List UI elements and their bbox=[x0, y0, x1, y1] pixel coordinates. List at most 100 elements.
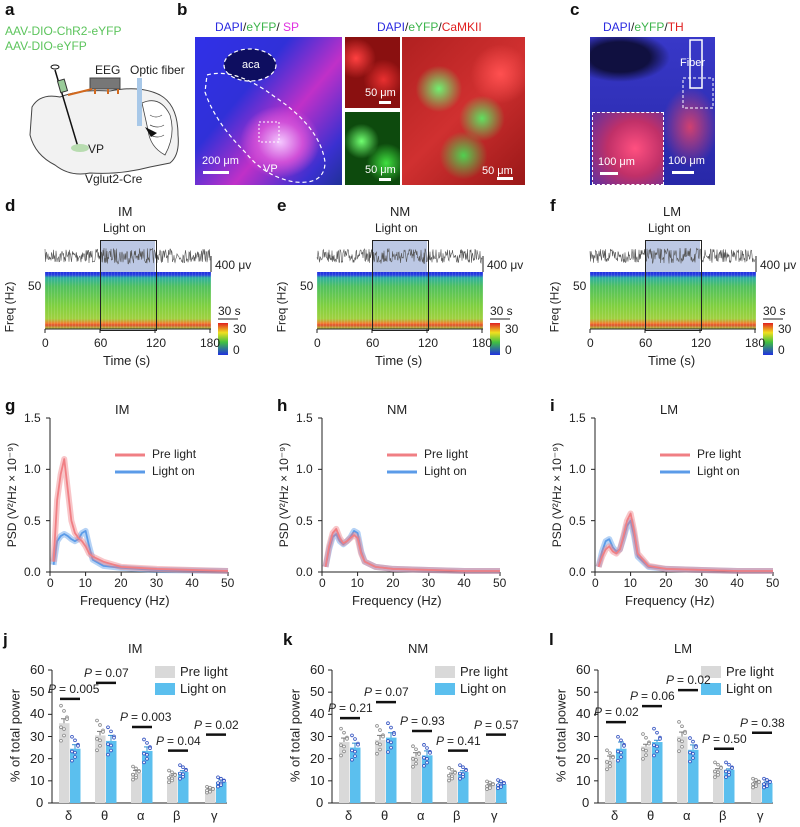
data-point bbox=[622, 744, 626, 748]
y-tick-label: 40 bbox=[310, 706, 325, 722]
category-label: β bbox=[173, 808, 181, 823]
p-value: = 0.02 bbox=[605, 705, 639, 720]
data-point bbox=[142, 737, 146, 742]
data-point bbox=[219, 776, 223, 781]
p-value-label: P = 0.41 bbox=[436, 734, 481, 748]
chart-title: IM bbox=[115, 402, 130, 417]
mouse-line-label: Vglut2-Cre bbox=[85, 172, 143, 186]
bar-light-on bbox=[616, 748, 627, 803]
p-value: = 0.50 bbox=[713, 731, 747, 746]
data-point bbox=[658, 737, 662, 741]
data-point bbox=[70, 749, 74, 754]
scale-bar bbox=[672, 171, 694, 174]
data-point bbox=[677, 720, 681, 724]
p-value-label: P = 0.003 bbox=[120, 710, 171, 724]
p-value-label: P = 0.07 bbox=[364, 685, 409, 699]
bar-light-on bbox=[70, 748, 81, 803]
colorbar bbox=[490, 323, 500, 355]
colorbar bbox=[218, 323, 228, 355]
bar-pre-light bbox=[339, 742, 350, 803]
p-value: = 0.005 bbox=[59, 681, 100, 696]
data-point bbox=[216, 775, 220, 780]
p-value: = 0.07 bbox=[375, 685, 409, 700]
data-point bbox=[339, 726, 343, 731]
p-symbol: P bbox=[194, 717, 203, 732]
data-point bbox=[170, 778, 174, 783]
data-point bbox=[417, 752, 421, 756]
data-point bbox=[608, 751, 612, 755]
data-point bbox=[691, 756, 695, 760]
panel-label-h: h bbox=[277, 396, 288, 415]
time-scale-label: 30 s bbox=[218, 304, 241, 318]
p-value-label: P = 0.93 bbox=[400, 714, 445, 728]
spectrogram bbox=[45, 272, 211, 329]
data-point bbox=[181, 774, 185, 779]
y-tick-label: 30 bbox=[30, 728, 45, 744]
eeg-trace bbox=[316, 240, 483, 272]
voltage-scale-label: 400 μv bbox=[215, 258, 252, 272]
y-tick-label: 60 bbox=[310, 662, 325, 677]
y-tick-label: 1.5 bbox=[569, 411, 586, 425]
time-axis-label: Time (s) bbox=[103, 353, 151, 368]
data-point bbox=[109, 748, 113, 753]
y-tick-label: 20 bbox=[310, 750, 325, 766]
data-point bbox=[422, 764, 426, 768]
time-tick-label: 60 bbox=[366, 336, 380, 350]
data-point bbox=[499, 779, 503, 784]
data-point bbox=[167, 775, 171, 780]
slash: / bbox=[405, 20, 409, 34]
y-tick-label: 1.5 bbox=[296, 411, 313, 425]
data-point bbox=[142, 760, 146, 765]
data-point bbox=[109, 729, 113, 734]
time-tick-label: 120 bbox=[146, 336, 167, 350]
data-point bbox=[208, 789, 212, 794]
data-point bbox=[491, 782, 495, 787]
panel-label-e: e bbox=[277, 196, 287, 215]
data-point bbox=[386, 739, 390, 743]
bar-light-on bbox=[216, 781, 227, 803]
p-value-label: P = 0.21 bbox=[328, 701, 373, 715]
optic-fiber-label: Optic fiber bbox=[130, 63, 185, 77]
data-point bbox=[458, 771, 462, 776]
data-point bbox=[389, 745, 393, 750]
colorbar bbox=[763, 323, 773, 355]
bar-light-on bbox=[350, 747, 361, 803]
bar-pre-light bbox=[95, 735, 106, 803]
scale-bar bbox=[600, 172, 618, 175]
eyfp-text: eYFP bbox=[408, 20, 439, 34]
data-point bbox=[652, 743, 656, 747]
eeg-trace-line bbox=[44, 248, 211, 265]
data-point bbox=[425, 760, 429, 765]
data-point bbox=[345, 737, 349, 741]
y-axis-label: PSD (V²/Hz × 10⁻⁹) bbox=[5, 442, 19, 548]
bar-light-on bbox=[652, 742, 663, 803]
series-band-pre-light bbox=[595, 510, 773, 574]
data-point bbox=[422, 743, 426, 747]
time-scale-label: 30 s bbox=[490, 304, 513, 318]
data-point bbox=[350, 748, 354, 753]
data-point bbox=[170, 770, 174, 775]
data-point bbox=[652, 753, 656, 758]
time-tick-label: 0 bbox=[42, 336, 49, 350]
y-axis-label: % of total power bbox=[287, 688, 303, 783]
y-tick-label: 60 bbox=[30, 662, 45, 677]
panel-label-l: l bbox=[549, 630, 554, 649]
category-label: δ bbox=[611, 808, 619, 823]
data-point bbox=[95, 737, 99, 741]
x-tick-label: 50 bbox=[493, 576, 507, 590]
light-on-label: Light on bbox=[375, 221, 418, 235]
spectrogram bbox=[590, 272, 756, 329]
category-label: γ bbox=[757, 808, 764, 823]
data-point bbox=[70, 734, 74, 739]
legend-swatch bbox=[435, 666, 455, 678]
x-tick-label: 50 bbox=[766, 576, 780, 590]
data-point bbox=[76, 744, 80, 748]
data-point bbox=[70, 758, 74, 763]
y-axis-label: PSD (V²/Hz × 10⁻⁹) bbox=[550, 442, 564, 548]
bar-light-on bbox=[386, 737, 397, 803]
data-point bbox=[205, 788, 209, 793]
data-point bbox=[375, 741, 379, 745]
data-point bbox=[222, 779, 226, 783]
eyfp-text: eYFP bbox=[246, 20, 277, 34]
slash: / bbox=[243, 20, 247, 34]
